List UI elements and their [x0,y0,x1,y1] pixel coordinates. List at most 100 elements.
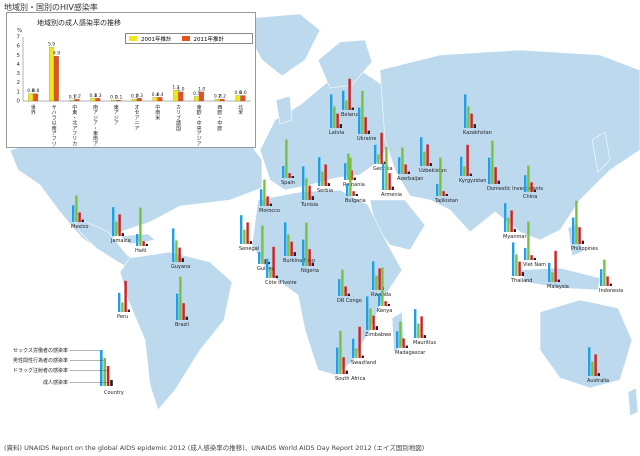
inset-category-label: 中 [72,104,77,111]
country-bar-group: Guinea [257,225,275,272]
legend-label-2011: 2011年推計 [193,36,225,43]
country-bar [339,330,342,374]
country-label: Guyana [171,264,190,270]
country-bar [375,326,378,330]
country-bar [269,268,272,278]
inset-category-label: 米 [238,109,243,116]
country-bar [121,233,124,236]
country-bar [572,217,575,244]
country-bar [75,195,78,222]
country-bar [391,186,394,190]
country-bar-group: Uzbekistan [419,137,447,174]
country-bar [518,261,521,276]
inset-category-label: ブ [176,114,181,121]
country-label: Madagascar [395,350,426,356]
country-label: Burkina Faso [283,258,315,264]
country-bar [293,252,296,256]
inset-y-tick: 5 [17,53,21,59]
inset-category-label: ア [114,110,119,116]
country-bar [473,124,476,128]
country-bar [369,308,372,330]
country-bar [333,106,336,128]
inset-bar [33,93,39,102]
country-bar [311,196,314,200]
country-bar [404,164,407,174]
country-bar [361,355,364,358]
country-bar-group: Swaziland [351,326,376,366]
country-bar [527,165,530,192]
country-label: Ukraine [357,136,376,142]
country-bar [382,163,385,190]
country-label: Rwanda [371,292,391,298]
country-bar-group: Senegal [239,215,259,252]
inset-bar-value: 0.4 [157,92,164,98]
inset-bar [53,56,59,102]
country-bar [399,321,402,348]
country-bar [336,113,339,128]
country-bar [346,184,349,196]
country-bar-group: Myanmar [503,203,527,240]
country-bar [263,179,266,206]
country-bar [264,259,267,264]
country-label: DR Congo [337,298,362,304]
country-bar [388,173,391,190]
inset-bar-value: 0.8 [32,88,39,94]
legend-swatch-2001 [129,36,137,41]
country-bar [460,156,463,176]
inset-y-tick: 3 [17,71,21,77]
country-bar [367,130,370,134]
country-bar [324,164,327,186]
country-bar-group: Peru [117,280,130,320]
inset-category-label: カ [72,141,77,147]
inset-bar-value: 0.5 [193,91,200,97]
country-bar-group: Jamaica [110,207,131,244]
country-bar [385,146,388,190]
country-bar [464,94,467,128]
inset-bar [95,98,101,102]
country-bar [115,221,118,236]
country-bar [348,78,351,110]
country-bar [469,173,472,176]
country-bar-group: Thailand [510,242,532,284]
country-bar [272,246,275,278]
country-label: Domestic Investments [487,186,543,192]
country-bar [436,184,439,196]
inset-bar-value: 0.3 [89,93,96,99]
inset-category-label: ア [93,110,98,116]
country-bar [351,107,354,110]
country-bar [507,217,510,232]
inset-bar-value: 0.1 [115,95,122,101]
country-label: Azerbaijan [397,176,423,182]
country-bar [414,309,417,338]
country-bar [439,157,442,196]
inset-bar-value: 0.3 [94,93,101,99]
country-bar [284,222,287,256]
country-bar [510,210,513,232]
country-label: Zimbabwe [365,332,391,338]
country-bar-group: South Africa [335,330,365,382]
country-bar [172,228,175,262]
country-bars-layer: Mexico Jamaica Haiti Guyana Peru Brazil Morocc… [71,78,623,384]
country-bar [181,258,184,262]
country-bar [405,345,408,348]
inset-category-label: リ [72,136,77,142]
landmass-indonesia [519,267,601,291]
country-bar [491,140,494,184]
country-bar [246,222,249,244]
country-label: Bulgaria [345,198,366,204]
inset-category-label: 諸 [176,120,181,127]
country-label: Thailand [510,278,532,284]
key-bar [110,380,113,386]
country-bar-group: Haiti [135,207,148,254]
country-bar [305,222,308,266]
country-bar [606,276,609,286]
country-bar [124,280,127,312]
inset-category-label: 西 [217,105,222,111]
country-bar [524,175,527,192]
country-label: Kenya [377,308,392,314]
country-bar [347,153,350,180]
key-bar [103,358,106,386]
country-bar [287,234,290,256]
inset-category-label: ジ [114,115,119,121]
country-label: Myanmar [503,234,527,240]
